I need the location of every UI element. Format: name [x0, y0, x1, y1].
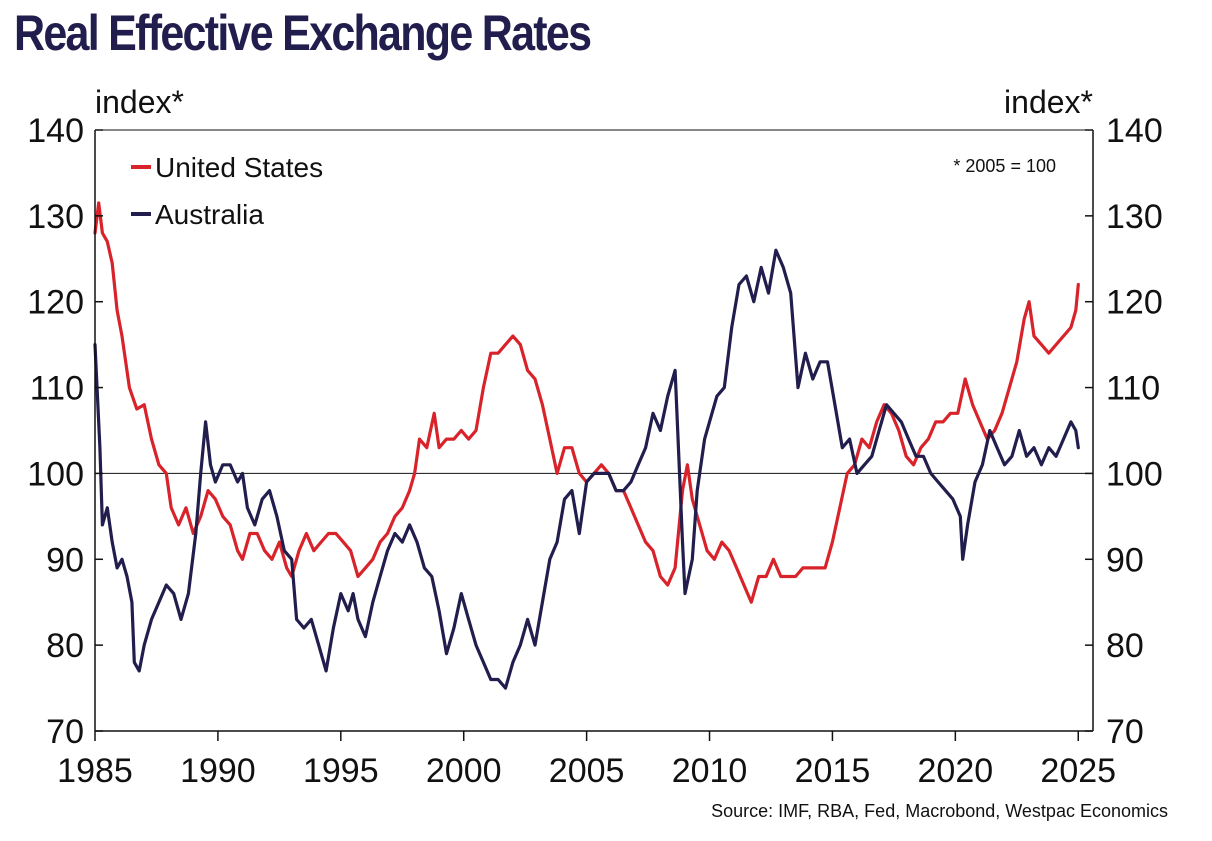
- x-tick-label-1995: 1995: [303, 752, 379, 790]
- y-tick-label-left-90: 90: [46, 541, 84, 579]
- y-tick-label-left-120: 120: [27, 284, 84, 322]
- y-tick-label-left-70: 70: [46, 713, 84, 751]
- y-tick-label-right-130: 130: [1106, 198, 1163, 236]
- y-tick-label-right-90: 90: [1106, 541, 1144, 579]
- x-tick-label-1990: 1990: [180, 752, 256, 790]
- y-tick-label-left-110: 110: [30, 370, 84, 408]
- legend-label-australia: Australia: [155, 199, 264, 230]
- y-tick-label-right-140: 140: [1106, 112, 1163, 150]
- y-axis-unit-right: index*: [1004, 84, 1093, 120]
- series-line-united-states: [93, 201, 1080, 604]
- x-tick-label-1985: 1985: [57, 752, 133, 790]
- y-tick-label-right-110: 110: [1106, 370, 1160, 408]
- x-tick-label-2010: 2010: [672, 752, 748, 790]
- y-tick-label-left-80: 80: [46, 627, 84, 665]
- y-tick-label-right-100: 100: [1106, 455, 1163, 493]
- y-tick-label-left-140: 140: [27, 112, 84, 150]
- legend: United States Australia: [131, 152, 323, 230]
- y-tick-label-right-70: 70: [1106, 713, 1144, 751]
- chart-title: Real Effective Exchange Rates: [14, 5, 592, 61]
- x-tick-label-2005: 2005: [549, 752, 625, 790]
- y-tick-label-right-80: 80: [1106, 627, 1144, 665]
- legend-label-united-states: United States: [155, 152, 323, 183]
- y-tick-label-left-100: 100: [27, 455, 84, 493]
- axis-layer: [94, 129, 1094, 732]
- chart-note: * 2005 = 100: [953, 156, 1056, 176]
- series-line-australia: [93, 248, 1080, 690]
- y-axis-unit-left: index*: [95, 84, 184, 120]
- y-tick-label-right-120: 120: [1106, 284, 1163, 322]
- x-tick-label-2000: 2000: [426, 752, 502, 790]
- y-tick-label-left-130: 130: [27, 198, 84, 236]
- x-tick-label-2015: 2015: [795, 752, 871, 790]
- x-tick-label-2020: 2020: [918, 752, 994, 790]
- x-tick-label-2025: 2025: [1040, 752, 1116, 790]
- series-layer: [93, 201, 1080, 690]
- source-text: Source: IMF, RBA, Fed, Macrobond, Westpa…: [711, 801, 1168, 821]
